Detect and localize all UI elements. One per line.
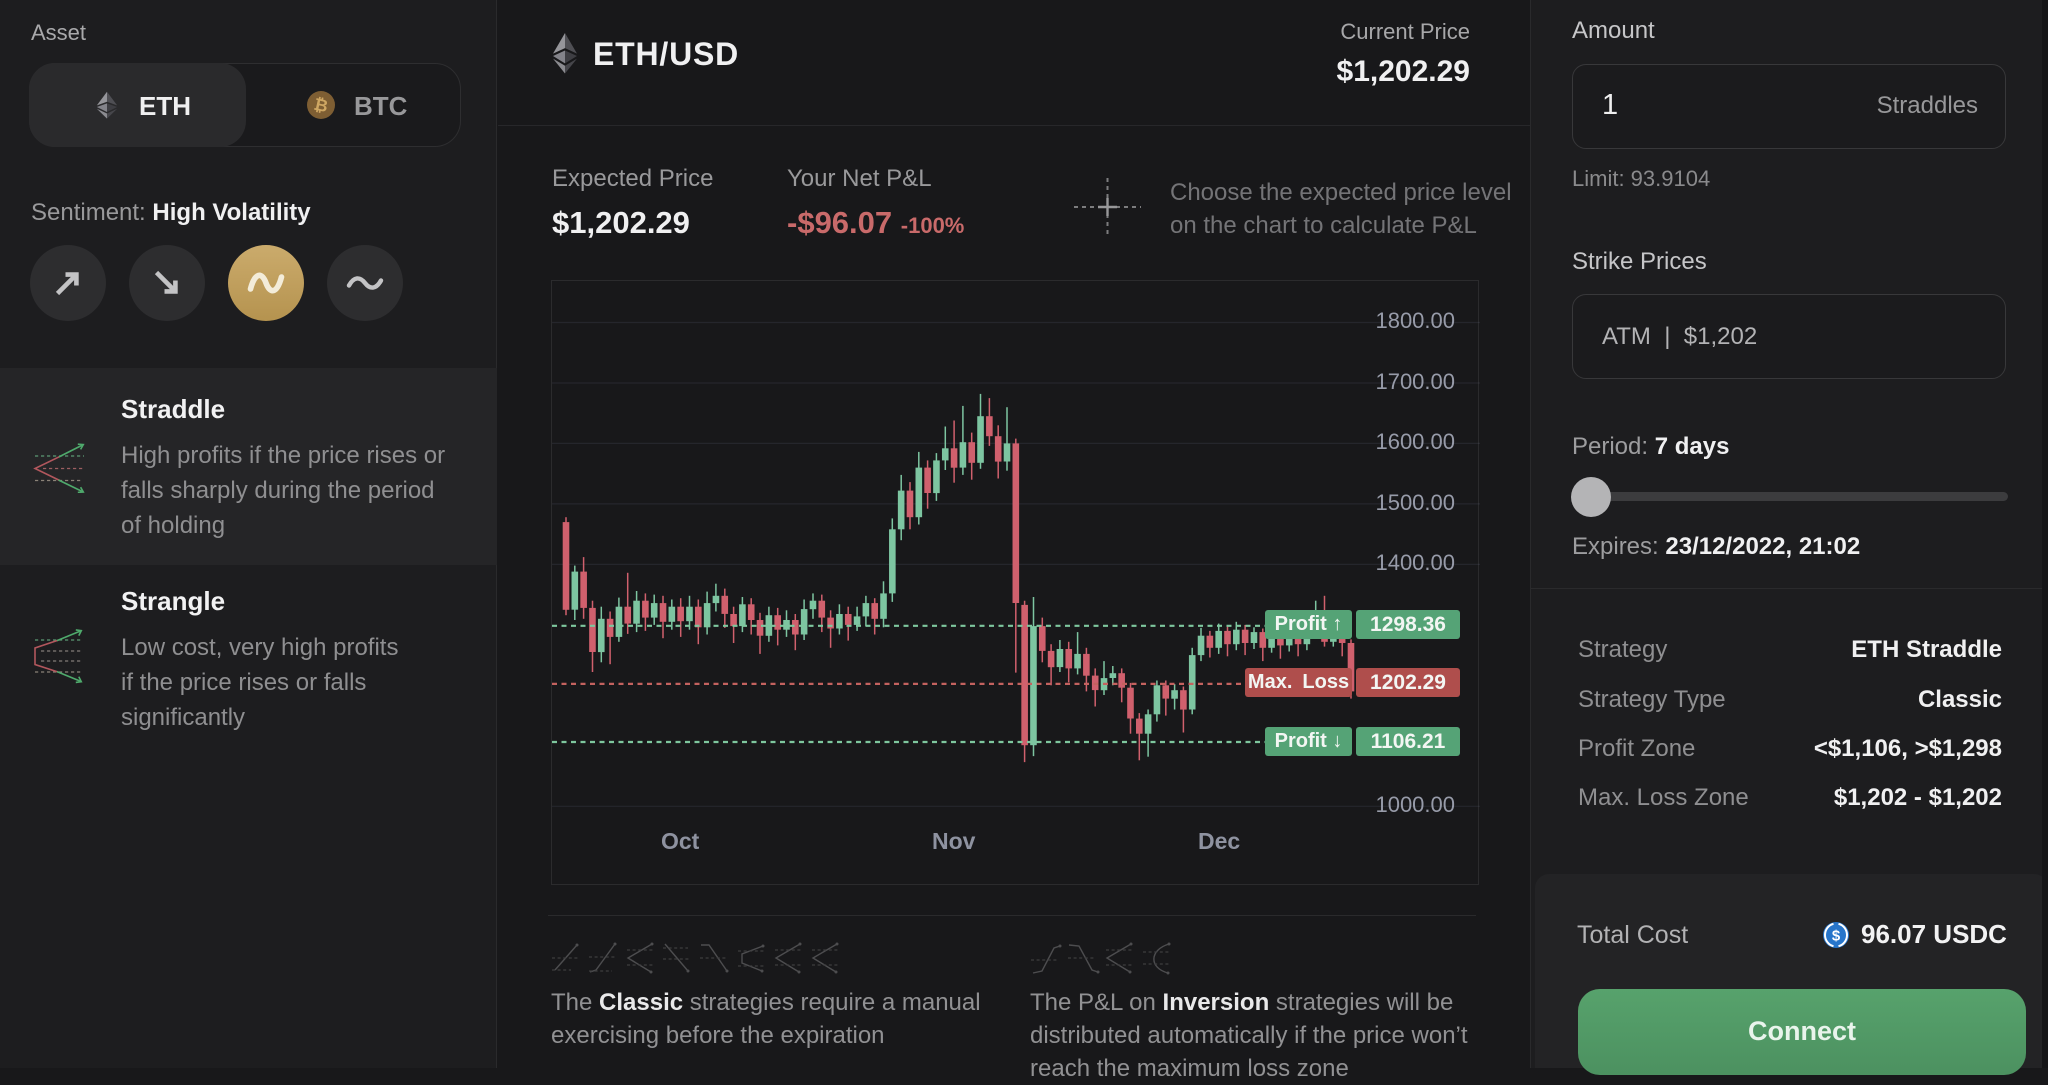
svg-text:$: $ [1832,927,1841,944]
svg-text:₿: ₿ [312,95,330,116]
